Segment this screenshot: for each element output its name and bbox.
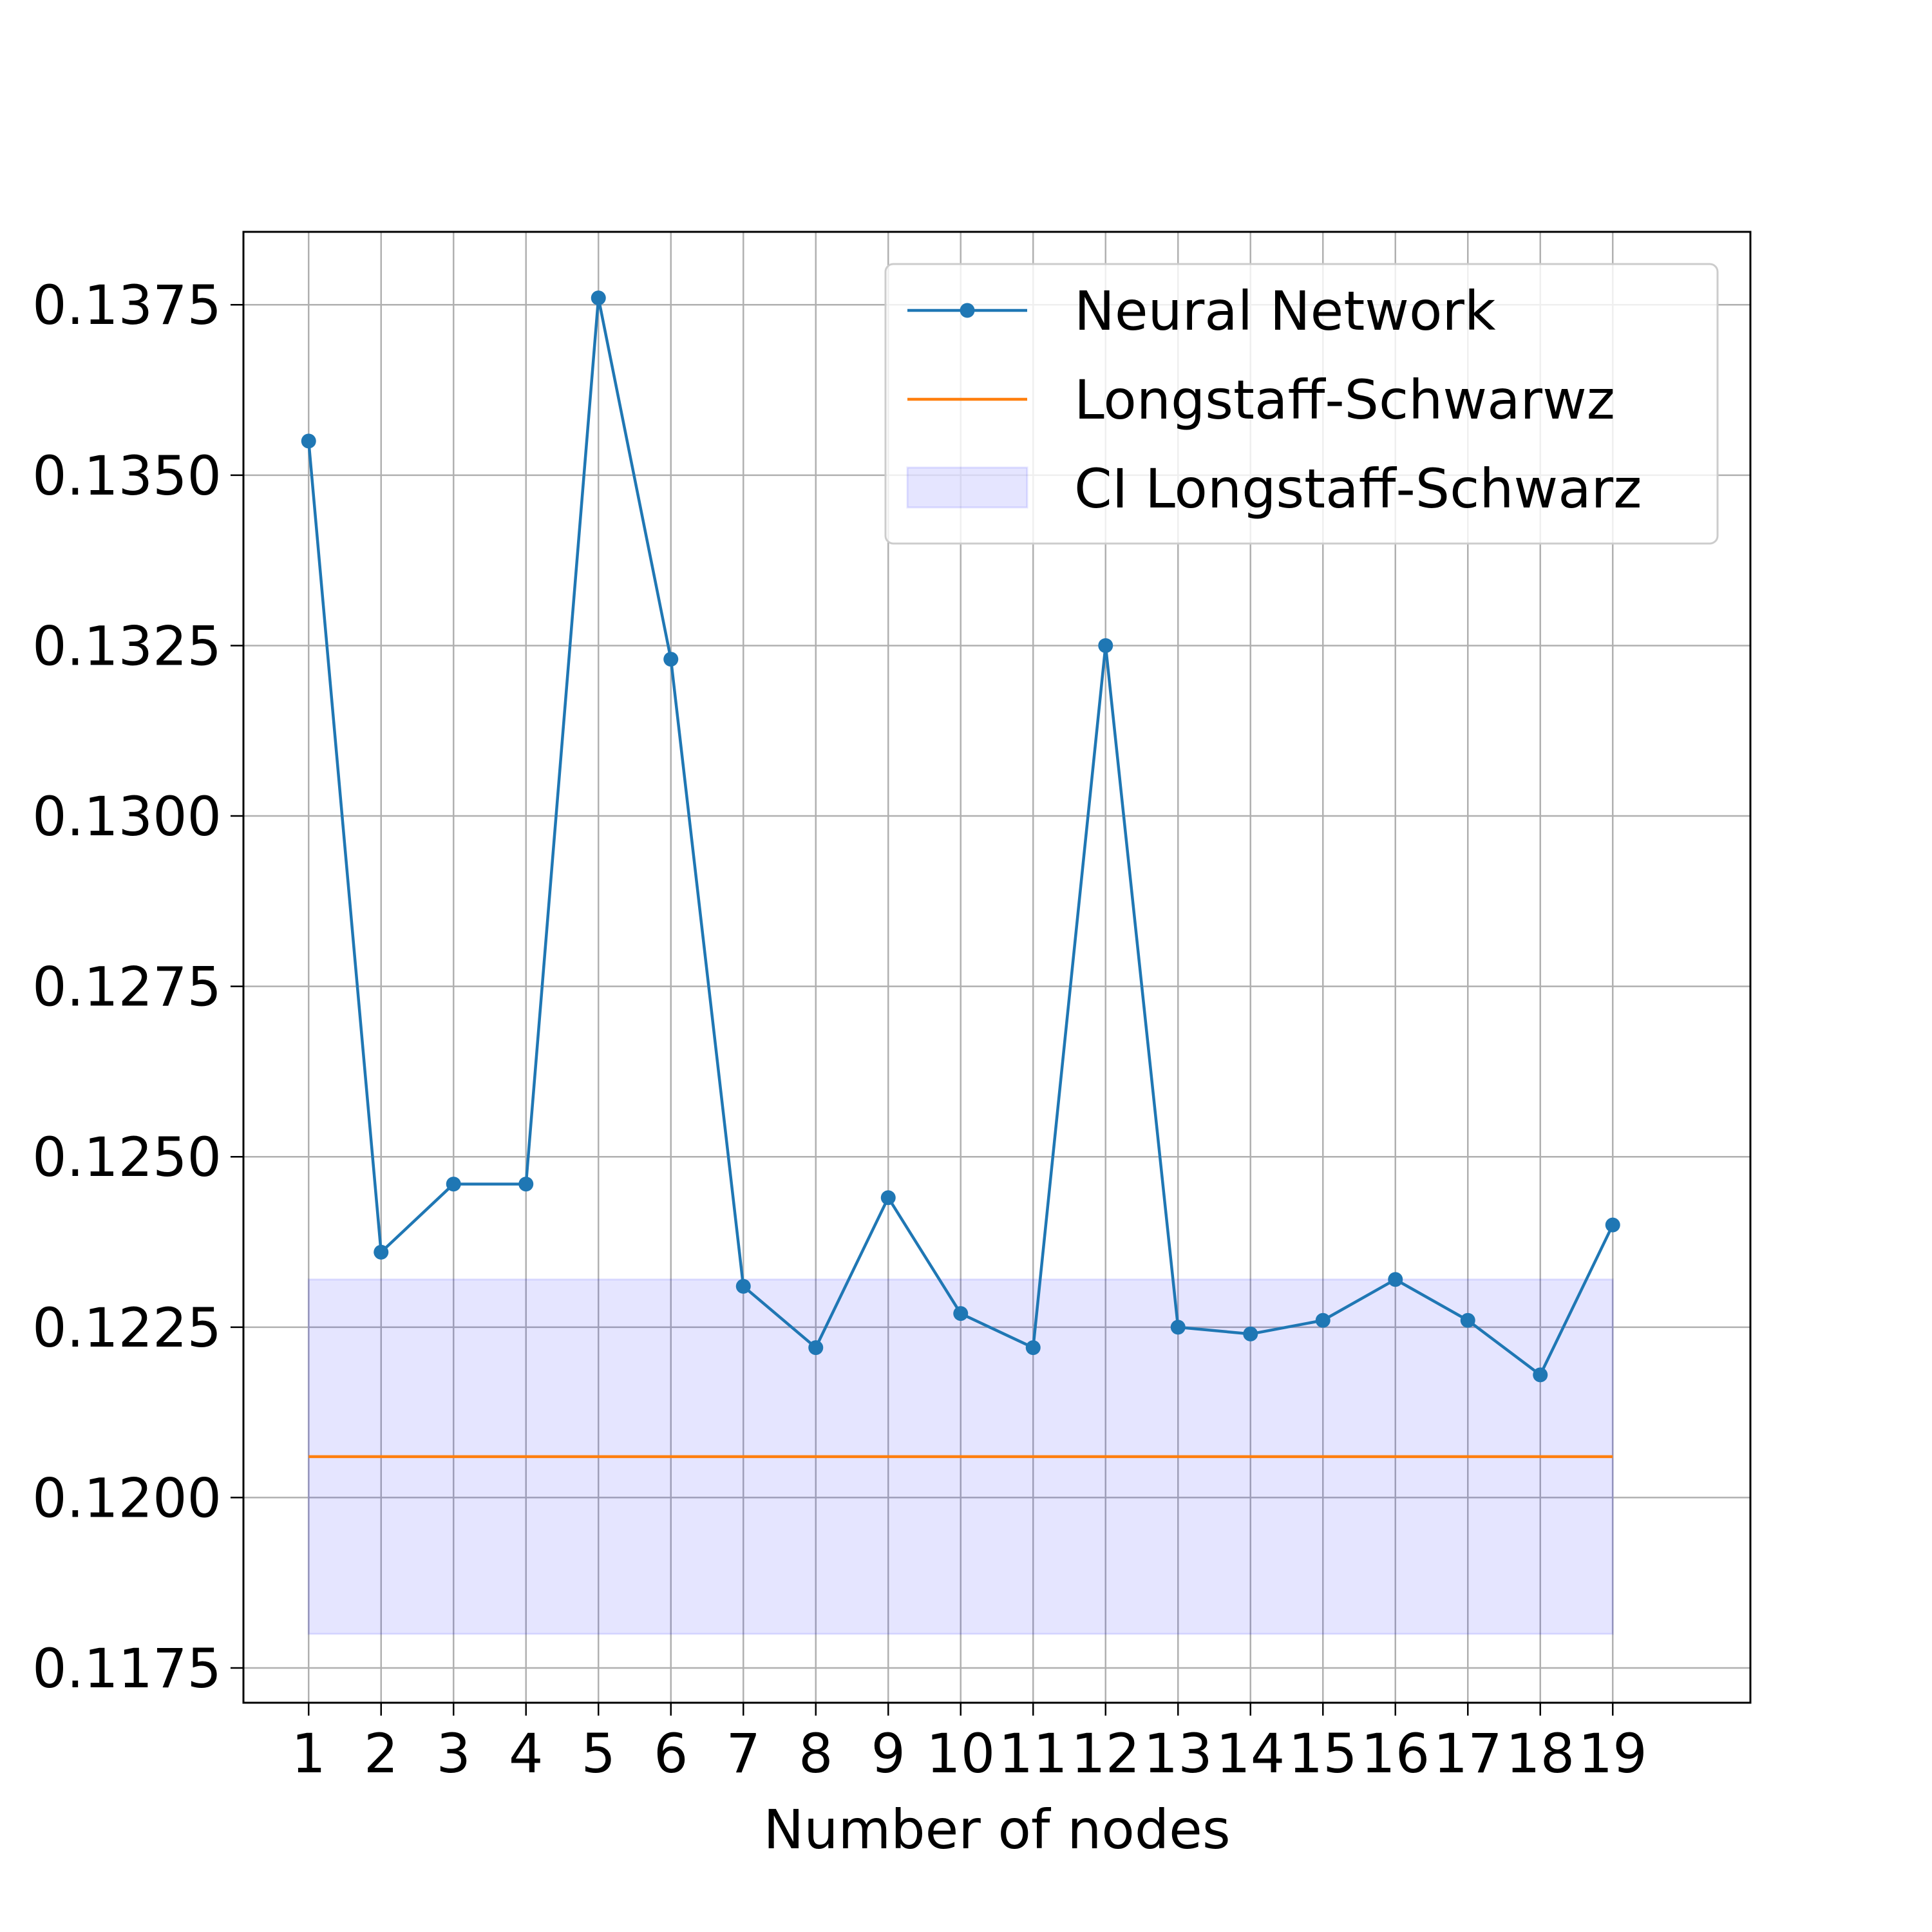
x-tick-label: 6: [654, 1722, 688, 1785]
neural-network-point: [591, 290, 606, 306]
x-tick-label: 18: [1506, 1722, 1575, 1785]
x-tick-label: 9: [871, 1722, 905, 1785]
neural-network-point: [1533, 1367, 1548, 1383]
neural-network-point: [663, 652, 679, 667]
y-tick-label: 0.1200: [32, 1466, 222, 1530]
y-tick-label: 0.1175: [32, 1637, 222, 1700]
y-tick-label: 0.1250: [32, 1126, 222, 1189]
x-tick-label: 13: [1144, 1722, 1213, 1785]
y-axis: 0.1175 0.1200 0.1225 0.1250 0.1275 0.1300 0.13…: [32, 274, 243, 1700]
x-tick-label: 8: [799, 1722, 833, 1785]
x-tick-label: 12: [1071, 1722, 1140, 1785]
y-tick-label: 0.1375: [32, 274, 222, 337]
legend-ci-label: CI Longstaff-Schwarz: [1074, 457, 1642, 520]
x-tick-label: 14: [1216, 1722, 1285, 1785]
legend-box: [884, 263, 1719, 545]
neural-network-point: [880, 1190, 896, 1206]
y-tick-label: 0.1225: [32, 1296, 222, 1359]
neural-network-point: [808, 1340, 824, 1356]
y-tick-label: 0.1325: [32, 614, 222, 677]
x-tick-label: 2: [364, 1722, 398, 1785]
x-tick-label: 5: [582, 1722, 616, 1785]
neural-network-point: [735, 1278, 751, 1294]
y-tick-label: 0.1300: [32, 785, 222, 848]
legend: Neural Network Longstaff-Schwarwz CI Longs…: [884, 263, 1719, 545]
x-tick-label: 3: [437, 1722, 471, 1785]
neural-network-point: [374, 1244, 389, 1260]
x-tick-label: 15: [1289, 1722, 1358, 1785]
x-tick-label: 10: [926, 1722, 995, 1785]
neural-network-point: [446, 1177, 461, 1192]
x-tick-label: 1: [292, 1722, 326, 1785]
neural-network-point: [1388, 1272, 1403, 1287]
neural-network-point: [1243, 1326, 1258, 1341]
neural-network-point: [1098, 638, 1113, 653]
neural-network-point: [953, 1306, 969, 1321]
neural-network-point: [301, 433, 316, 449]
neural-network-point: [1605, 1217, 1620, 1233]
legend-neural-network-label: Neural Network: [1074, 279, 1496, 343]
neural-network-point: [1170, 1320, 1186, 1335]
neural-network-point: [1315, 1312, 1331, 1328]
y-tick-label: 0.1275: [32, 956, 222, 1019]
series-layer: [301, 290, 1620, 1459]
legend-ci-swatch: [906, 466, 1028, 509]
legend-longstaff-schwarz-label: Longstaff-Schwarwz: [1074, 368, 1615, 431]
y-tick-label: 0.1350: [32, 444, 222, 507]
x-tick-label: 17: [1434, 1722, 1502, 1785]
neural-network-point: [1025, 1340, 1041, 1356]
neural-network-point: [518, 1177, 534, 1192]
neural-network-point: [1460, 1312, 1475, 1328]
x-tick-label: 11: [999, 1722, 1068, 1785]
x-axis: 1 2 3 4 5 6 7 8 9 10 11 12 13 14 15 16 17 18 19: [292, 1703, 1647, 1785]
x-tick-label: 4: [509, 1722, 543, 1785]
x-tick-label: 16: [1361, 1722, 1430, 1785]
x-tick-label: 7: [726, 1722, 761, 1785]
x-axis-label: Number of nodes: [763, 1798, 1230, 1861]
legend-neural-network-marker: [960, 303, 975, 318]
plot-frame: [242, 231, 1752, 1704]
x-tick-label: 19: [1578, 1722, 1647, 1785]
